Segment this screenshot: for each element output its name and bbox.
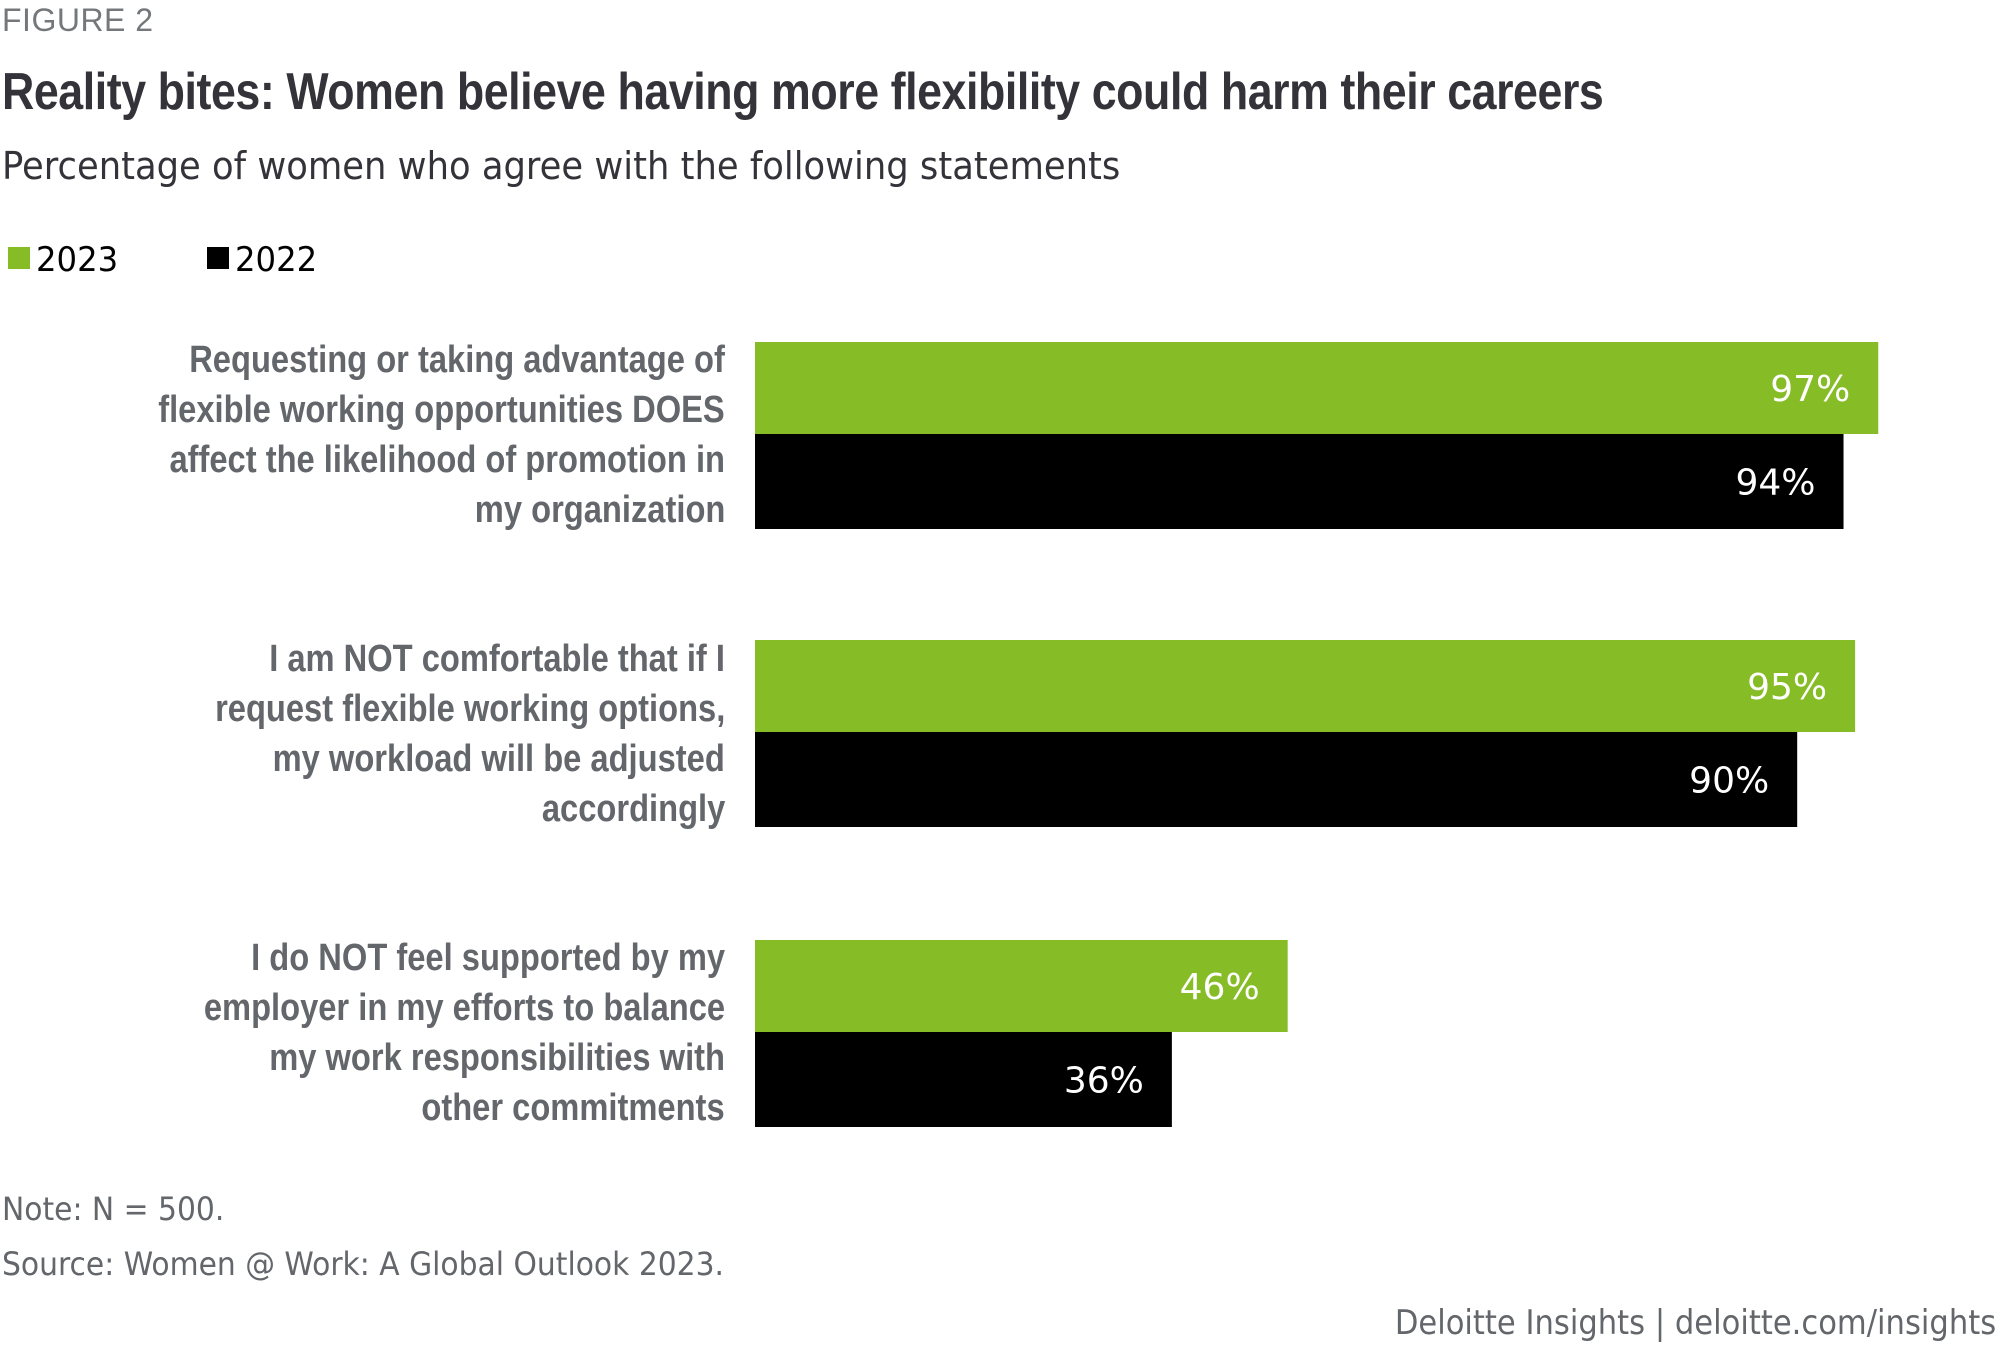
bar-2023-category-2 bbox=[755, 640, 1856, 732]
legend-item-2023: 2023 bbox=[8, 240, 123, 280]
legend-swatch-2022 bbox=[206, 247, 229, 269]
bar-value-label-2023-category-3: 46% bbox=[1180, 967, 1260, 1008]
category-label-line: my organization bbox=[474, 489, 725, 531]
category-label-line: Requesting or taking advantage of bbox=[189, 339, 725, 381]
footer-brand: Deloitte Insights | deloitte.com/insight… bbox=[1394, 1303, 1996, 1343]
legend-swatch-2023 bbox=[8, 247, 30, 269]
category-label-line: accordingly bbox=[541, 788, 725, 830]
chart-title: Reality bites: Women believe having more… bbox=[2, 63, 1604, 121]
bar-value-label-2022-category-2: 90% bbox=[1689, 761, 1769, 802]
category-label-line: employer in my efforts to balance bbox=[203, 987, 725, 1029]
category-label-line: other commitments bbox=[421, 1087, 725, 1129]
category-label-workload: I am NOT comfortable that if I request f… bbox=[25, 634, 725, 834]
category-label-line: my workload will be adjusted bbox=[272, 738, 725, 780]
bar-value-label-2022-category-3: 36% bbox=[1064, 1061, 1144, 1102]
category-label-line: request flexible working options, bbox=[214, 688, 725, 730]
category-label-line: flexible working opportunities DOES bbox=[158, 389, 725, 431]
category-label-line: affect the likelihood of promotion in bbox=[169, 439, 725, 481]
figure-label: FIGURE 2 bbox=[2, 2, 154, 38]
bar-2022-category-3 bbox=[755, 1032, 1172, 1127]
bar-2022-category-2 bbox=[755, 732, 1798, 827]
category-label-promotion: Requesting or taking advantage of flexib… bbox=[25, 335, 725, 535]
bar-2023-category-3 bbox=[755, 940, 1288, 1032]
legend: 2023 2022 bbox=[8, 240, 405, 280]
source-text: Source: Women @ Work: A Global Outlook 2… bbox=[2, 1245, 725, 1283]
bar-value-label-2023-category-1: 97% bbox=[1770, 369, 1850, 410]
chart-subtitle: Percentage of women who agree with the f… bbox=[2, 144, 1121, 188]
category-label-support: I do NOT feel supported by my employer i… bbox=[25, 933, 725, 1133]
bar-value-label-2023-category-2: 95% bbox=[1747, 667, 1827, 708]
bar-2022-category-1 bbox=[755, 434, 1844, 529]
bar-value-label-2022-category-1: 94% bbox=[1736, 463, 1816, 504]
legend-label-2023: 2023 bbox=[36, 240, 119, 280]
legend-item-2022: 2022 bbox=[206, 240, 322, 280]
category-label-line: my work responsibilities with bbox=[269, 1037, 725, 1079]
legend-label-2022: 2022 bbox=[234, 240, 317, 280]
note-text: Note: N = 500. bbox=[2, 1190, 225, 1228]
category-label-line: I do NOT feel supported by my bbox=[251, 937, 725, 979]
bar-2023-category-1 bbox=[755, 342, 1879, 434]
category-label-line: I am NOT comfortable that if I bbox=[269, 638, 725, 680]
